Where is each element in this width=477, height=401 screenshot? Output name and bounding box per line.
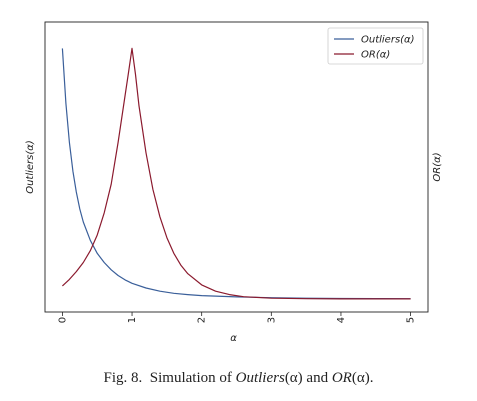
caption-text-before: Simulation of (149, 370, 236, 386)
plot-frame (44, 21, 429, 313)
caption-term-or: OR (331, 370, 352, 386)
caption-arg-or: (α) (351, 370, 370, 386)
x-tick-label-1: 1 (127, 317, 138, 323)
x-tick-label-3: 3 (266, 317, 277, 323)
figure-caption: Fig. 8. Simulation of Outliers(α) and OR… (0, 370, 477, 387)
caption-arg-outliers: (α) (284, 370, 303, 386)
x-tick-label-0: 0 (57, 317, 68, 323)
y-axis-label-right: OR(α) (432, 152, 443, 181)
x-tick-label-5: 5 (406, 317, 417, 323)
x-axis-label: α (230, 333, 237, 344)
legend-box (327, 27, 424, 65)
plot-area: 0 1 2 3 4 5 α Outliers(α) OR(α) Outliers(α) OR(α) (25, 21, 443, 344)
y-axis-label-left: Outliers(α) (25, 140, 36, 194)
caption-term-outliers: Outliers (235, 370, 285, 386)
series-line-1 (61, 47, 411, 300)
series-line-0 (61, 48, 411, 300)
caption-text-end: . (369, 370, 374, 386)
x-tick-label-4: 4 (336, 317, 347, 323)
legend-label-1: OR(α) (361, 50, 390, 61)
caption-text-mid: and (302, 370, 332, 386)
legend-label-0: Outliers(α) (361, 35, 415, 46)
x-tick-label-2: 2 (197, 317, 208, 323)
caption-label: Fig. 8. (103, 370, 143, 386)
